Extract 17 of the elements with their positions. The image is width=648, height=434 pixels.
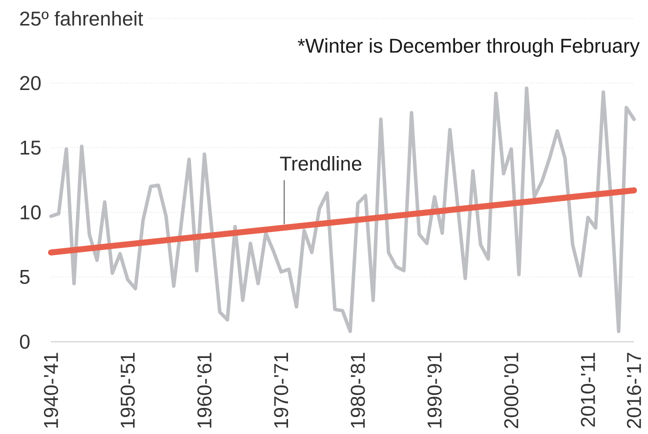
x-tick-label: 1950-'51 [120, 352, 135, 428]
y-tick-label: 20 [20, 76, 41, 90]
x-tick-label: 1980-'81 [350, 352, 365, 428]
x-tick-label: 2000-'01 [504, 352, 518, 428]
x-tick-label: 1940-'41 [44, 352, 58, 428]
x-tick-label: 2016-'17 [626, 352, 642, 428]
y-tick-label: 10 [20, 205, 41, 220]
y-tick-label: 15 [20, 140, 41, 155]
y-tick-label: 5 [20, 270, 30, 284]
text: Trendline [280, 156, 362, 171]
y-tick-label: 0 [20, 334, 30, 349]
x-tick-label: 1970-'71 [274, 352, 288, 428]
x-tick-label: 1960-'61 [197, 352, 212, 428]
y-tick-label: 25º fahrenheit [20, 11, 144, 26]
x-tick-label: 1990-'91 [427, 352, 442, 428]
x-tick-label: 2010-'11 [580, 352, 596, 427]
annotation: *Winter is December through February [298, 38, 640, 57]
